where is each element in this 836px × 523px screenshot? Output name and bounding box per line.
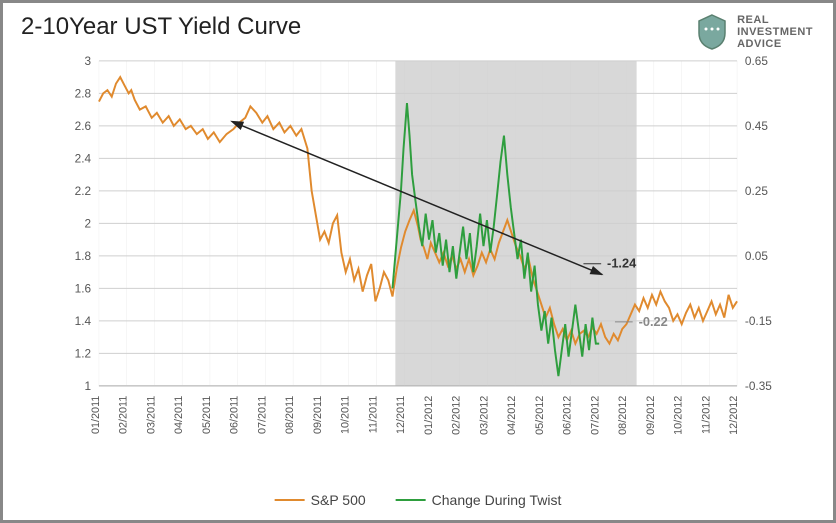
svg-text:-0.35: -0.35: [745, 379, 772, 393]
svg-text:-1.24: -1.24: [607, 256, 637, 271]
svg-text:0.45: 0.45: [745, 119, 768, 133]
svg-text:-0.22: -0.22: [639, 314, 668, 329]
svg-text:06/2012: 06/2012: [562, 396, 574, 435]
logo-line2: INVESTMENT: [737, 26, 813, 38]
shield-icon: [695, 13, 729, 51]
svg-text:03/2012: 03/2012: [478, 396, 490, 435]
svg-text:02/2011: 02/2011: [118, 396, 130, 434]
svg-text:2.2: 2.2: [75, 184, 91, 198]
svg-text:08/2011: 08/2011: [284, 396, 296, 434]
svg-text:2.4: 2.4: [75, 151, 92, 165]
logo-line3: ADVICE: [737, 38, 813, 50]
svg-text:07/2012: 07/2012: [589, 396, 601, 435]
legend-label-sp500: S&P 500: [311, 492, 366, 508]
legend-label-twist: Change During Twist: [432, 492, 562, 508]
svg-text:-0.15: -0.15: [745, 314, 772, 328]
svg-text:04/2012: 04/2012: [506, 396, 518, 435]
legend-swatch-twist: [396, 499, 426, 501]
svg-text:09/2011: 09/2011: [312, 396, 324, 434]
svg-text:08/2012: 08/2012: [617, 396, 629, 435]
svg-text:0.05: 0.05: [745, 249, 768, 263]
chart-area: 1 1.2 1.4 1.6 1.8 2 2.2 2.4 2.6 2.8 3 -0.35 -0.15 0.0…: [53, 53, 783, 440]
svg-text:0.25: 0.25: [745, 184, 768, 198]
chart-title: 2-10Year UST Yield Curve: [21, 13, 301, 41]
brand-logo: REAL INVESTMENT ADVICE: [695, 13, 813, 51]
logo-line1: REAL: [737, 14, 813, 26]
svg-text:05/2012: 05/2012: [534, 396, 546, 435]
svg-text:03/2011: 03/2011: [145, 396, 157, 434]
legend-item-twist: Change During Twist: [396, 492, 562, 508]
svg-text:12/2012: 12/2012: [728, 396, 740, 435]
svg-text:09/2012: 09/2012: [645, 396, 657, 435]
legend: S&P 500 Change During Twist: [275, 492, 562, 508]
legend-swatch-sp500: [275, 499, 305, 501]
svg-text:05/2011: 05/2011: [201, 396, 213, 434]
svg-text:02/2012: 02/2012: [451, 396, 463, 435]
svg-text:12/2011: 12/2011: [395, 396, 407, 434]
svg-text:10/2012: 10/2012: [673, 396, 685, 435]
svg-text:04/2011: 04/2011: [173, 396, 185, 434]
svg-text:01/2012: 01/2012: [423, 396, 435, 435]
chart-container: 2-10Year UST Yield Curve REAL INVESTMENT…: [0, 0, 836, 523]
svg-text:1.6: 1.6: [75, 281, 92, 295]
legend-item-sp500: S&P 500: [275, 492, 366, 508]
svg-text:1.4: 1.4: [75, 314, 92, 328]
svg-text:1.2: 1.2: [75, 346, 91, 360]
svg-text:1: 1: [85, 379, 92, 393]
svg-text:11/2012: 11/2012: [700, 396, 712, 434]
svg-text:07/2011: 07/2011: [256, 396, 268, 434]
svg-text:0.65: 0.65: [745, 54, 768, 68]
svg-text:10/2011: 10/2011: [340, 396, 352, 434]
svg-text:3: 3: [85, 54, 92, 68]
svg-text:2: 2: [85, 216, 92, 230]
svg-text:2.8: 2.8: [75, 86, 92, 100]
svg-text:11/2011: 11/2011: [367, 396, 379, 434]
chart-svg: 1 1.2 1.4 1.6 1.8 2 2.2 2.4 2.6 2.8 3 -0.35 -0.15 0.0…: [53, 53, 783, 440]
svg-text:06/2011: 06/2011: [229, 396, 241, 434]
svg-text:1.8: 1.8: [75, 249, 92, 263]
svg-text:2.6: 2.6: [75, 119, 92, 133]
svg-text:01/2011: 01/2011: [90, 396, 102, 434]
